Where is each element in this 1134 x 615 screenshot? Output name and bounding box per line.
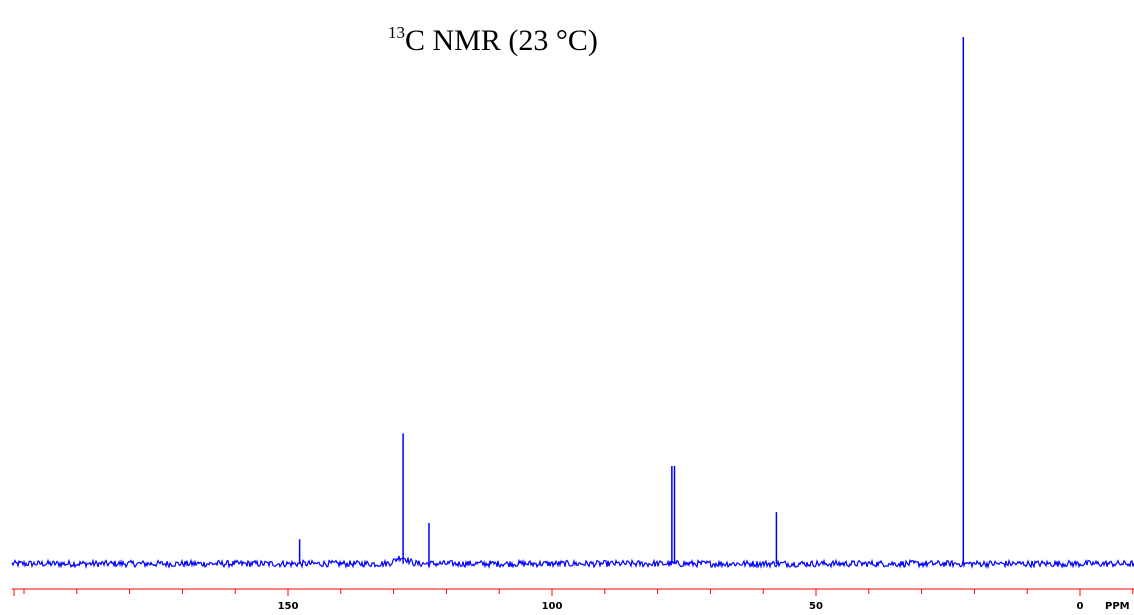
title-main: C NMR (23 °C) xyxy=(405,24,598,57)
title-superscript: 13 xyxy=(388,23,405,42)
chart-title: 13C NMR (23 °C) xyxy=(388,23,598,57)
x-tick-label: 100 xyxy=(542,601,563,612)
x-tick-label: 150 xyxy=(278,601,299,612)
x-tick-labels: 150 100 50 0 xyxy=(278,601,1084,612)
x-tick-label: 50 xyxy=(809,601,823,612)
x-tick-label: 0 xyxy=(1077,601,1084,612)
x-unit-label: PPM xyxy=(1105,601,1130,612)
spectrum-layer xyxy=(11,37,1134,570)
x-axis xyxy=(12,588,1134,596)
spectrum-baseline xyxy=(11,555,1134,570)
